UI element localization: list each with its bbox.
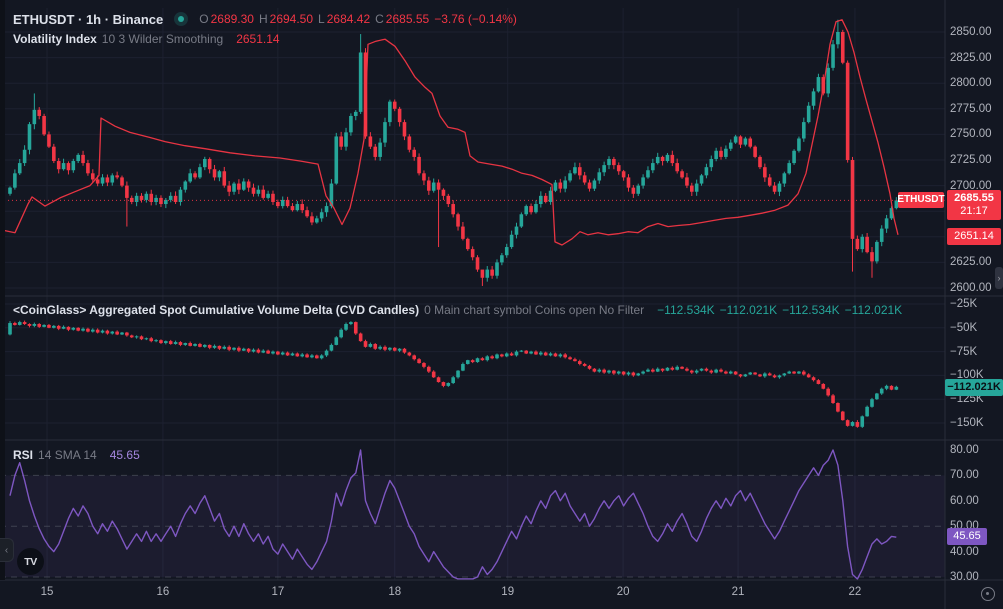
rsi-value: 45.65 (109, 448, 140, 462)
axis-tick-label: −50K (950, 321, 978, 334)
cvd-open-value: −112.534K (657, 303, 715, 317)
close-label: C (375, 12, 384, 26)
axis-tick-label: 2800.00 (950, 77, 992, 90)
axis-tick-label: 2850.00 (950, 26, 992, 38)
cvd-legend: <CoinGlass> Aggregated Spot Cumulative V… (13, 301, 902, 319)
pane-collapse-button[interactable]: ‹ (0, 538, 14, 562)
symbol-price-label: ETHUSDT (897, 192, 945, 208)
cvd-high-value: −112.021K (719, 303, 778, 317)
cvd-close-value: −112.021K (844, 303, 903, 317)
volatility-axis-badge: 2651.14 (947, 228, 1001, 245)
volatility-index-title[interactable]: Volatility Index (13, 32, 97, 46)
rsi-legend: RSI 14 SMA 14 45.65 (13, 446, 140, 464)
open-label: O (199, 12, 209, 26)
axis-tick-label: 2750.00 (950, 128, 992, 141)
data-source-icon[interactable] (174, 12, 189, 26)
time-axis-label: 16 (156, 586, 170, 598)
cvd-title[interactable]: <CoinGlass> Aggregated Spot Cumulative V… (13, 303, 420, 317)
cvd-low-value: −112.534K (782, 303, 840, 317)
axis-tick-label: 2700.00 (950, 179, 992, 192)
symbol-title[interactable]: ETHUSDT · 1h · Binance (13, 11, 164, 27)
tradingview-logo[interactable]: TV (17, 548, 44, 575)
high-label: H (258, 12, 268, 26)
time-axis-label: 18 (388, 586, 402, 598)
axis-tick-label: −125K (950, 393, 984, 406)
rsi-title[interactable]: RSI (13, 448, 34, 462)
time-axis-label: 19 (501, 586, 515, 598)
time-axis-label: 20 (616, 586, 630, 598)
volatility-index-params: 10 3 Wilder Smoothing (101, 32, 224, 46)
low-label: L (318, 12, 325, 26)
axis-tick-label: 2625.00 (950, 256, 992, 269)
close-value: 2685.55 (385, 12, 430, 26)
last-price-value: 2685.55 (954, 192, 994, 204)
axis-tick-label: 70.00 (950, 469, 979, 482)
axis-tick-label: −150K (950, 417, 984, 429)
axis-tick-label: 2825.00 (950, 51, 992, 64)
axis-tick-label: 40.00 (950, 545, 979, 558)
last-price-badge: 2685.55 21:17 (947, 190, 1001, 220)
cvd-axis-badge: −112.021K (945, 379, 1003, 396)
left-edge-strip (0, 0, 5, 580)
time-axis-label: 17 (271, 586, 285, 598)
axis-tick-label: 80.00 (950, 444, 979, 456)
axis-tick-label: −25K (950, 298, 978, 310)
open-value: 2689.30 (210, 12, 254, 26)
axis-tick-label: 60.00 (950, 494, 979, 507)
axis-tick-label: 2775.00 (950, 102, 992, 115)
axis-tick-label: 2600.00 (950, 282, 992, 294)
low-value: 2684.42 (326, 12, 371, 26)
axis-tick-label: 2725.00 (950, 154, 992, 166)
price-scale-expand-button[interactable]: › (995, 267, 1003, 289)
axis-tick-label: 30.00 (950, 571, 979, 583)
time-axis-label: 15 (40, 586, 54, 598)
axis-tick-label: −75K (950, 345, 978, 358)
cvd-params: 0 Main chart symbol Coins open No Filter (424, 303, 645, 317)
bar-countdown: 21:17 (960, 205, 988, 217)
volatility-index-value: 2651.14 (236, 32, 280, 46)
axis-tick-label: −100K (950, 369, 984, 382)
time-axis-label: 21 (731, 586, 745, 598)
change-value: −3.76 (−0.14%) (434, 12, 517, 26)
main-legend: ETHUSDT · 1h · Binance O 2689.30 H 2694.50… (13, 10, 517, 48)
time-axis-label: 22 (848, 586, 862, 598)
rsi-params: 14 SMA 14 (38, 448, 97, 462)
rsi-axis-badge: 45.65 (947, 528, 987, 545)
timezone-clock-icon[interactable] (981, 587, 995, 601)
high-value: 2694.50 (269, 12, 314, 26)
